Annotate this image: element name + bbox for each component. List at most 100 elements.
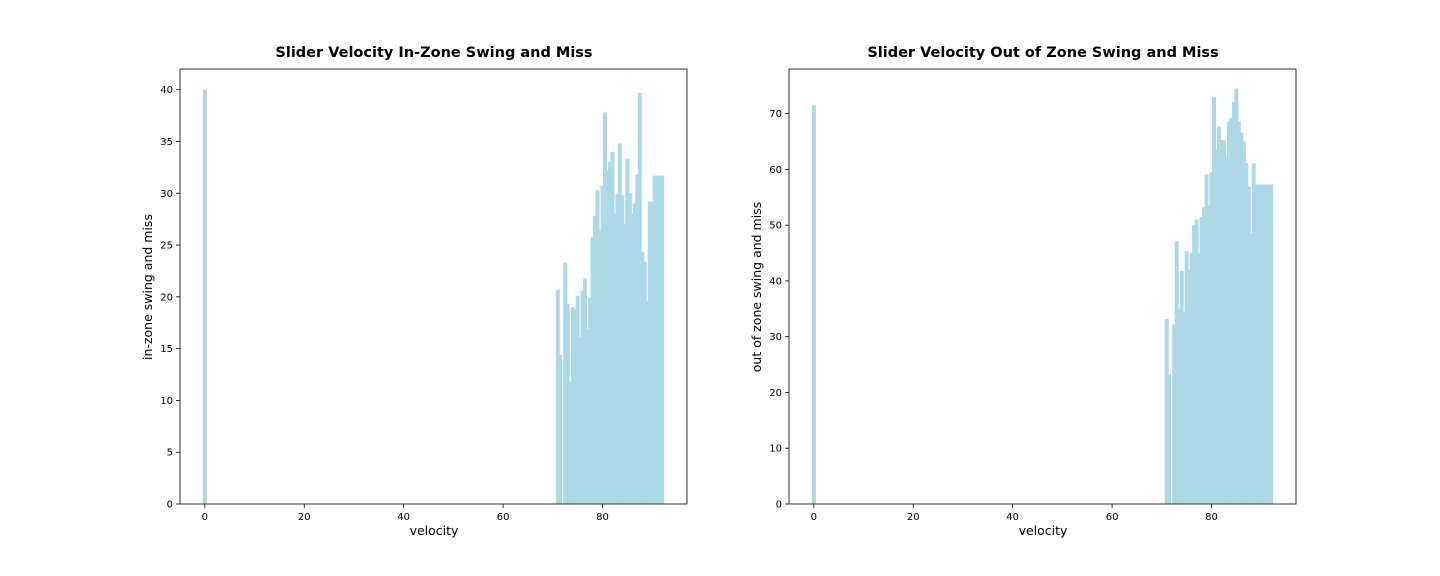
- bar: [1239, 132, 1244, 504]
- bar: [585, 328, 590, 504]
- bar: [595, 190, 600, 504]
- bar: [1182, 311, 1187, 504]
- bar: [568, 381, 573, 504]
- plot-frame: [788, 68, 1297, 505]
- y-tick-label: 15: [160, 344, 173, 355]
- bar: [1221, 140, 1226, 504]
- bar: [555, 289, 560, 504]
- bar: [1236, 121, 1241, 505]
- bar-series: [202, 89, 665, 505]
- bar: [578, 337, 583, 504]
- y-tick-label: 10: [769, 444, 782, 455]
- bar: [620, 195, 625, 505]
- bar: [1187, 270, 1192, 504]
- bar: [612, 214, 617, 504]
- x-tick-label: 40: [1006, 512, 1019, 523]
- chart-panel-out-of-zone: Slider Velocity Out of Zone Swing and Mi…: [749, 45, 1297, 538]
- bar: [657, 175, 662, 504]
- bar: [1251, 163, 1256, 504]
- bar: [565, 304, 570, 504]
- bar: [202, 89, 207, 505]
- x-axis-label: velocity: [410, 523, 459, 538]
- bar: [610, 151, 615, 505]
- bar: [632, 203, 637, 504]
- chart-title: Slider Velocity Out of Zone Swing and Mi…: [867, 45, 1218, 61]
- bar: [1212, 96, 1216, 504]
- y-tick-label: 35: [160, 137, 173, 148]
- bar: [600, 186, 605, 505]
- bar: [558, 354, 563, 504]
- bar: [1202, 207, 1207, 504]
- bar: [563, 262, 568, 504]
- bar: [1226, 121, 1231, 504]
- bar: [1249, 233, 1254, 504]
- bar: [573, 309, 578, 504]
- bar: [1261, 184, 1266, 504]
- bar: [617, 143, 622, 504]
- bar: [580, 290, 585, 504]
- bar: [603, 112, 607, 504]
- bar: [1264, 184, 1269, 504]
- y-tick-label: 40: [160, 85, 173, 96]
- x-axis-label: velocity: [1019, 523, 1068, 538]
- x-tick-label: 20: [298, 512, 311, 523]
- bar: [1231, 101, 1236, 505]
- x-tick-label: 60: [497, 512, 510, 523]
- x-tick-label: 0: [202, 512, 208, 523]
- bar: [1189, 252, 1194, 504]
- bar: [615, 194, 620, 504]
- bar: [650, 201, 655, 504]
- bar: [1179, 270, 1184, 504]
- bar: [1199, 216, 1204, 505]
- bar: [607, 162, 612, 504]
- y-tick-label: 5: [167, 448, 173, 459]
- y-tick-label: 0: [776, 500, 782, 511]
- bar: [1234, 88, 1239, 505]
- bar: [1164, 318, 1169, 504]
- x-tick-label: 60: [1106, 512, 1119, 523]
- y-tick-label: 20: [160, 292, 173, 303]
- bar: [627, 193, 632, 505]
- bar: [1177, 308, 1182, 504]
- axis-ticks: 0 20 40 60 80 0 5 10 15 20 25 30 35 40: [160, 85, 609, 523]
- bar: [1194, 219, 1199, 504]
- y-tick-label: 0: [167, 500, 173, 511]
- y-tick-label: 10: [160, 396, 173, 407]
- y-tick-label: 60: [769, 165, 782, 176]
- bar: [1254, 184, 1259, 504]
- x-tick-label: 0: [811, 512, 817, 523]
- bar: [1192, 225, 1197, 504]
- bar: [652, 175, 657, 504]
- bar: [645, 301, 650, 504]
- bar: [1229, 118, 1234, 504]
- x-tick-label: 80: [596, 512, 609, 523]
- chart-title: Slider Velocity In-Zone Swing and Miss: [275, 45, 592, 61]
- bar-series: [811, 88, 1274, 505]
- plot-frame: [179, 68, 688, 505]
- y-axis-label: out of zone swing and miss: [749, 202, 764, 372]
- bar: [1184, 251, 1189, 504]
- bar: [1167, 374, 1172, 504]
- bar: [1224, 156, 1229, 504]
- y-tick-label: 50: [769, 221, 782, 232]
- bar: [625, 159, 630, 505]
- bar: [637, 92, 642, 504]
- bar: [583, 278, 588, 504]
- bar: [1207, 205, 1212, 504]
- bar: [811, 105, 816, 504]
- bar: [1209, 172, 1214, 505]
- x-tick-label: 40: [397, 512, 410, 523]
- bar: [570, 307, 575, 504]
- chart-panel-in-zone: Slider Velocity In-Zone Swing and Miss v…: [140, 45, 688, 538]
- bar: [1256, 184, 1261, 504]
- bar: [575, 295, 580, 504]
- y-tick-label: 20: [769, 388, 782, 399]
- bar: [1244, 163, 1249, 504]
- bar: [1172, 324, 1177, 504]
- y-tick-label: 30: [769, 332, 782, 343]
- y-tick-label: 25: [160, 241, 173, 252]
- bar: [635, 174, 640, 504]
- bar: [1219, 139, 1224, 504]
- bar: [1241, 141, 1246, 504]
